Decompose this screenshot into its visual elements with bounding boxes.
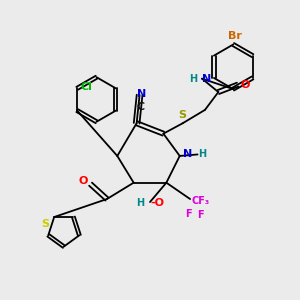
Text: -O: -O	[150, 199, 164, 208]
Text: H: H	[136, 199, 145, 208]
Text: N: N	[202, 74, 211, 84]
Text: O: O	[241, 80, 250, 90]
Text: F: F	[185, 209, 192, 219]
Text: O: O	[78, 176, 88, 186]
Text: C: C	[136, 102, 144, 112]
Text: Cl: Cl	[81, 82, 93, 92]
Text: S: S	[179, 110, 187, 120]
Text: S: S	[41, 220, 49, 230]
Text: N: N	[183, 148, 192, 159]
Text: CF₃: CF₃	[192, 196, 210, 206]
Text: N: N	[137, 88, 147, 98]
Text: H: H	[189, 74, 198, 84]
Text: H: H	[198, 148, 206, 159]
Text: F: F	[197, 210, 204, 220]
Text: Br: Br	[228, 31, 242, 41]
